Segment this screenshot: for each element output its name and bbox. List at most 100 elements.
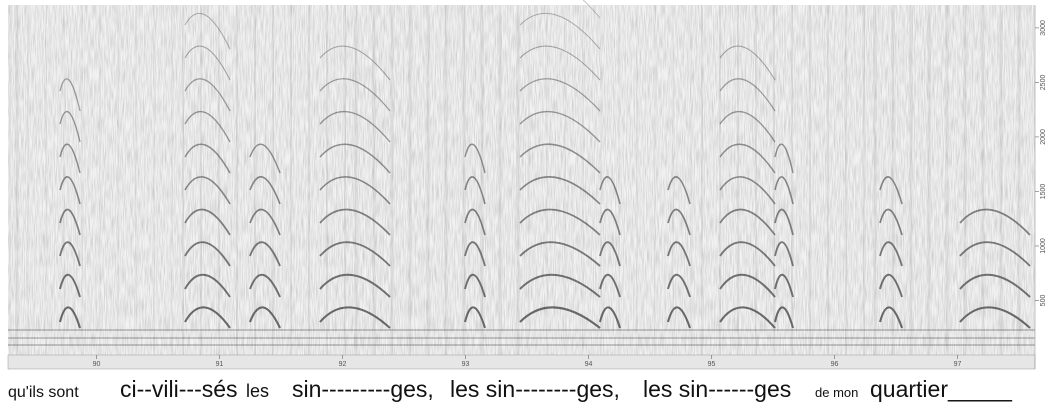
x-tick-label: 90 xyxy=(93,361,101,368)
harmonic-curve xyxy=(184,78,231,112)
harmonic-curve xyxy=(582,0,601,19)
harmonic-curve xyxy=(719,306,776,329)
time-axis xyxy=(7,354,1036,370)
harmonic-curve xyxy=(879,176,903,205)
harmonic-curve xyxy=(667,274,691,298)
harmonic-curve xyxy=(184,176,231,205)
harmonic-curve xyxy=(959,208,1031,236)
harmonic-curve xyxy=(519,306,601,329)
harmonic-curve xyxy=(519,273,601,298)
harmonic-curve xyxy=(519,143,601,174)
lyric-fragment: qu'ils sont xyxy=(8,384,79,401)
y-tick-label: 1500 xyxy=(1040,184,1047,200)
harmonic-curve xyxy=(184,45,231,81)
lyric-fragment: de mon xyxy=(815,385,858,400)
harmonic-curve xyxy=(599,241,621,267)
lyrics: qu'ils sont ci--vili---sés les sin---------… xyxy=(8,376,1013,402)
harmonic-curve xyxy=(879,241,903,267)
harmonic-curve xyxy=(319,143,391,174)
harmonic-curve xyxy=(519,208,601,236)
harmonic-curve xyxy=(667,208,691,236)
harmonic-curve xyxy=(719,208,776,236)
harmonic-curve xyxy=(719,176,776,205)
harmonic-curve xyxy=(719,241,776,267)
harmonic-curve xyxy=(463,306,486,329)
harmonic-curve xyxy=(319,273,391,298)
harmonic-curve xyxy=(519,45,601,81)
spectrogram-noise xyxy=(8,5,1035,355)
x-tick-label: 92 xyxy=(339,361,347,368)
harmonic-curve xyxy=(519,110,601,143)
harmonic-curve xyxy=(959,241,1031,267)
harmonic-curve xyxy=(249,274,281,298)
harmonic-curve xyxy=(719,143,776,174)
x-tick-label: 93 xyxy=(462,361,470,368)
harmonic-curve xyxy=(464,143,486,174)
lyric-fragment: quartier_____ xyxy=(870,376,1013,402)
harmonic-curve xyxy=(184,208,231,236)
harmonic-curve xyxy=(184,306,231,329)
harmonic-curve xyxy=(249,176,281,205)
harmonic-curve xyxy=(58,306,81,329)
harmonic-curve xyxy=(519,78,601,112)
harmonic-curve xyxy=(464,208,486,236)
harmonic-curve xyxy=(464,241,486,267)
harmonic-curve xyxy=(59,241,81,267)
harmonic-curve xyxy=(719,110,776,143)
lyric-fragment: les sin--------ges, xyxy=(450,376,620,402)
harmonic-curve xyxy=(879,274,903,298)
harmonic-curve xyxy=(59,208,81,236)
harmonic-curve xyxy=(719,45,776,81)
harmonic-curve xyxy=(774,241,794,267)
harmonic-curve xyxy=(774,274,794,298)
harmonic-curve xyxy=(59,78,81,112)
harmonic-curve xyxy=(184,143,231,174)
harmonic-curve xyxy=(319,241,391,267)
harmonic-curve xyxy=(464,274,486,298)
harmonic-curve xyxy=(959,273,1031,298)
harmonic-curve xyxy=(519,241,601,267)
harmonic-curve xyxy=(879,208,903,236)
axis-ticks: 90 91 92 93 94 95 96 97 500 1000 1500 2000 2500 3000 xyxy=(93,20,1047,368)
x-tick-label: 91 xyxy=(216,361,224,368)
harmonic-curve xyxy=(519,176,601,205)
harmonic-curve xyxy=(319,176,391,205)
lyric-fragment: les xyxy=(246,381,269,401)
harmonic-curve xyxy=(319,306,391,329)
harmonic-curve xyxy=(319,110,391,143)
harmonic-curve xyxy=(599,176,621,205)
harmonic-curve xyxy=(59,274,81,298)
harmonic-curve xyxy=(184,273,231,298)
harmonic-curve xyxy=(719,273,776,298)
harmonic-curve xyxy=(184,111,231,143)
harmonic-curve xyxy=(599,274,621,298)
harmonic-curve xyxy=(774,176,794,205)
harmonic-curve xyxy=(773,306,795,329)
x-tick-label: 97 xyxy=(954,361,962,368)
harmonic-curve xyxy=(59,111,81,143)
harmonic-curve xyxy=(319,78,391,112)
harmonic-curve xyxy=(667,176,691,205)
x-tick-label: 96 xyxy=(831,361,839,368)
harmonic-curve xyxy=(519,12,601,50)
harmonic-curve xyxy=(667,241,691,267)
harmonic-curve xyxy=(878,306,903,329)
y-tick-label: 2000 xyxy=(1040,129,1047,145)
x-tick-label: 94 xyxy=(585,361,593,368)
harmonic-curve xyxy=(666,306,691,329)
harmonic-curve xyxy=(959,306,1031,329)
harmonic-curve xyxy=(464,176,486,205)
harmonic-curve xyxy=(59,143,81,174)
harmonic-curve xyxy=(59,176,81,205)
harmonic-curve xyxy=(774,143,794,174)
harmonic-curve xyxy=(249,208,281,236)
y-tick-label: 1000 xyxy=(1040,238,1047,254)
harmonic-curve xyxy=(184,241,231,267)
lyric-fragment: sin---------ges, xyxy=(292,376,434,402)
lyric-fragment: ci--vili---sés xyxy=(120,376,238,402)
y-tick-label: 500 xyxy=(1040,295,1047,307)
harmonic-curve xyxy=(598,306,621,329)
y-tick-label: 2500 xyxy=(1040,75,1047,91)
x-tick-label: 95 xyxy=(708,361,716,368)
